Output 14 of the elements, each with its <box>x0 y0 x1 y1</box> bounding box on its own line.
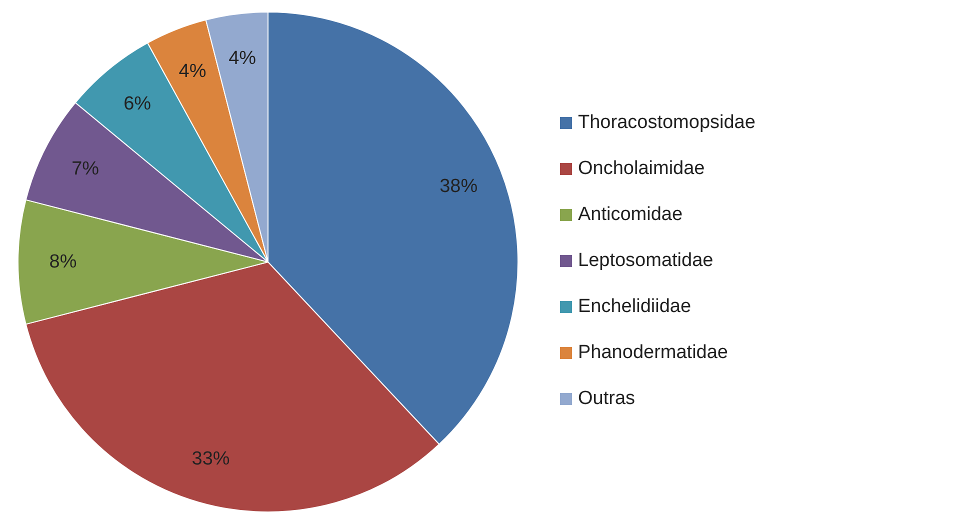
legend-label: Phanodermatidae <box>578 342 728 364</box>
legend-label: Enchelidiidae <box>578 296 692 318</box>
legend-label: Oncholaimidae <box>578 158 705 180</box>
data-label: 8% <box>49 252 77 272</box>
data-label: 6% <box>124 94 152 115</box>
data-label: 38% <box>440 176 478 198</box>
data-label: 4% <box>228 48 256 70</box>
data-label: 7% <box>72 158 100 180</box>
data-label: 4% <box>178 60 206 82</box>
legend-label: Anticomidae <box>578 204 683 226</box>
data-label: 33% <box>192 448 230 470</box>
legend-label: Leptosomatidae <box>578 250 714 272</box>
legend-label: Outras <box>578 388 636 410</box>
legend-label: Thoracostomopsidae <box>578 112 756 134</box>
